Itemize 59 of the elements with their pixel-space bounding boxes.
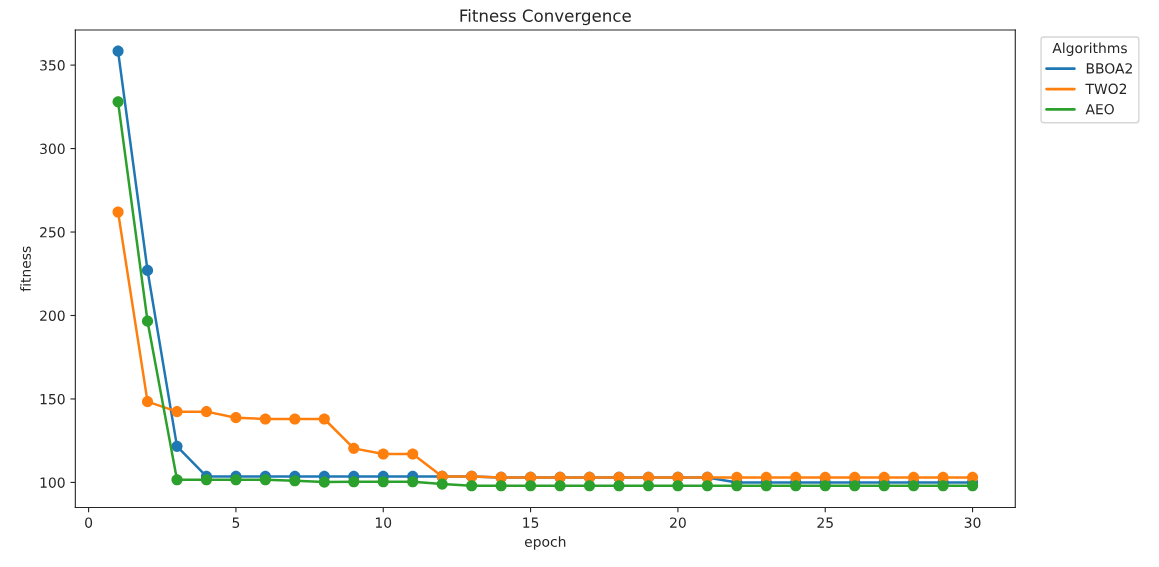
legend-label: AEO (1085, 103, 1114, 115)
point (701, 480, 713, 492)
x-axis-title: epoch (524, 536, 566, 550)
y-tick-label: 250 (40, 227, 65, 238)
point (642, 480, 654, 492)
y-tick-label: 300 (40, 143, 65, 155)
point (171, 440, 183, 452)
point (760, 480, 772, 492)
point (436, 478, 448, 490)
point (495, 480, 507, 492)
point (849, 480, 861, 492)
point (407, 448, 419, 460)
x-tick-label: 0 (85, 517, 93, 528)
point (407, 476, 419, 488)
point (259, 413, 271, 425)
point (200, 474, 213, 486)
point (289, 475, 301, 487)
point (141, 396, 154, 408)
point (112, 206, 124, 218)
point (289, 413, 301, 425)
x-tick-label: 25 (817, 517, 833, 528)
point (318, 476, 330, 488)
y-axis-title: fitness (20, 246, 31, 292)
chart-title: Fitness Convergence (460, 9, 631, 26)
legend-title: Algorithms (1052, 42, 1127, 56)
y-tick-label: 100 (40, 477, 65, 488)
point (554, 480, 566, 492)
point (259, 474, 271, 486)
point (171, 474, 183, 486)
point (230, 474, 242, 486)
point (583, 480, 596, 492)
point (112, 96, 124, 108)
point (908, 480, 920, 492)
point (377, 476, 389, 488)
x-tick-label: 20 (670, 517, 686, 528)
point (967, 480, 979, 492)
point (348, 442, 360, 454)
x-tick-label: 5 (232, 517, 240, 528)
point (377, 448, 389, 460)
legend-label: BBOA2 (1086, 63, 1132, 74)
point (230, 412, 242, 424)
point (200, 406, 213, 418)
x-tick-label: 10 (375, 517, 392, 528)
x-tick-label: 30 (964, 517, 981, 528)
point (141, 264, 154, 276)
legend-label: TWO2 (1085, 83, 1127, 95)
point (348, 476, 360, 488)
point (525, 480, 537, 492)
point (466, 480, 478, 492)
point (112, 45, 124, 57)
y-tick-label: 350 (40, 60, 65, 71)
y-tick-label: 200 (40, 310, 65, 321)
point (672, 480, 684, 492)
point (318, 413, 330, 425)
point (141, 315, 154, 327)
point (613, 480, 625, 492)
y-tick-label: 150 (40, 393, 65, 405)
x-tick-label: 15 (523, 517, 539, 528)
point (171, 406, 183, 418)
